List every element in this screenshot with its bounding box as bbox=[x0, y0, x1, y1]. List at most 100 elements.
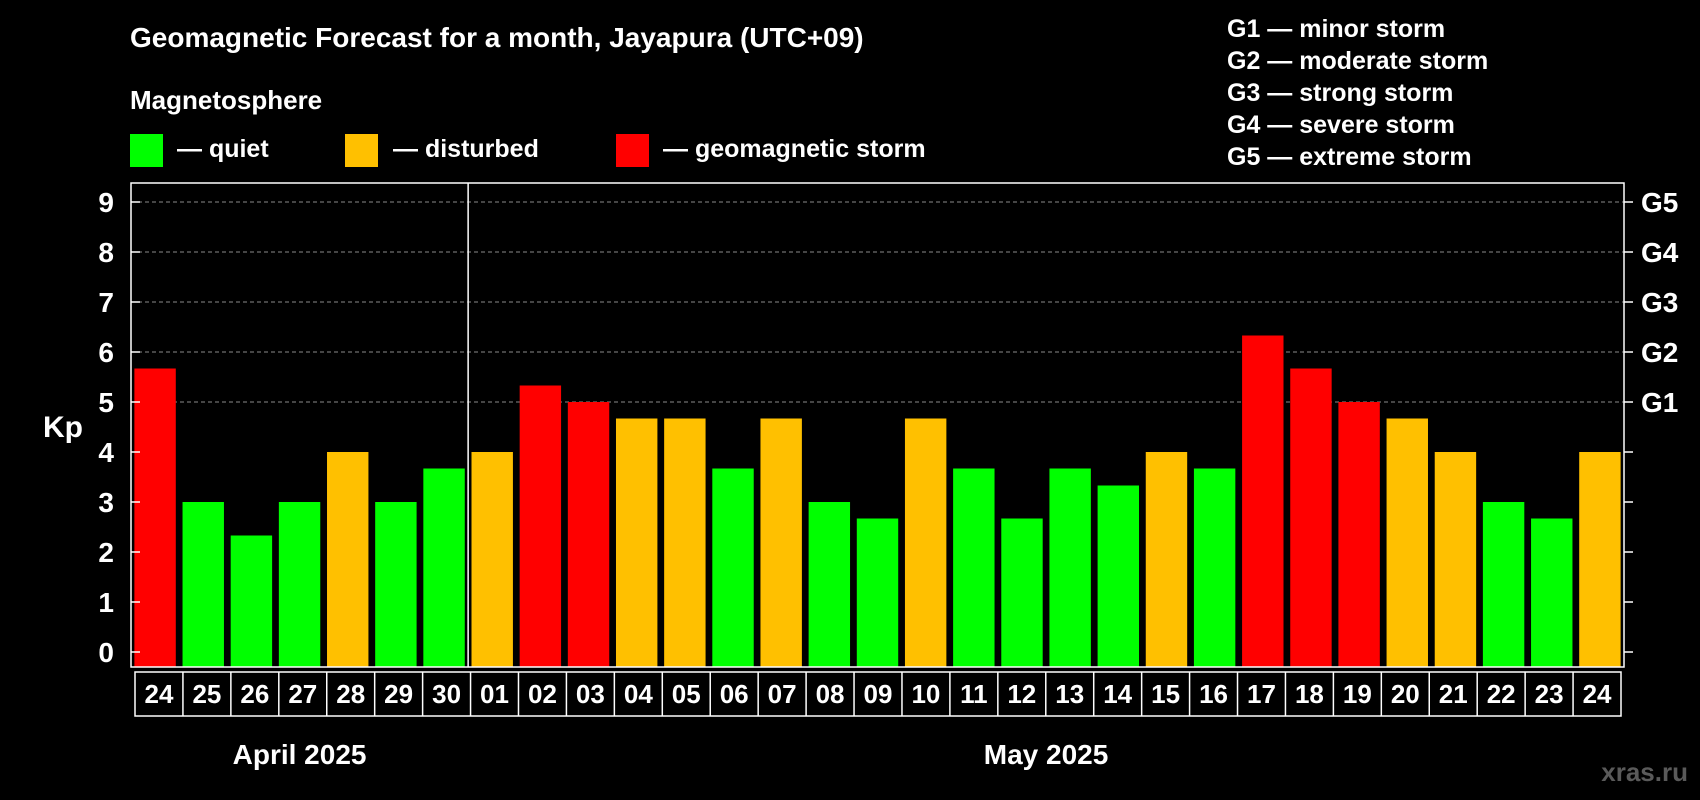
bar-quiet bbox=[1531, 518, 1573, 667]
storm-scale-g2: G2 — moderate storm bbox=[1227, 47, 1488, 75]
y-tick-label: 9 bbox=[98, 187, 114, 218]
x-tick-label: 04 bbox=[624, 679, 653, 709]
g-scale-label: G1 bbox=[1641, 387, 1678, 418]
x-tick-label: 28 bbox=[336, 679, 365, 709]
x-tick-label: 02 bbox=[528, 679, 557, 709]
chart-title: Geomagnetic Forecast for a month, Jayapu… bbox=[130, 22, 864, 53]
y-tick-label: 0 bbox=[98, 637, 114, 668]
y-tick-label: 3 bbox=[98, 487, 114, 518]
x-tick-label: 07 bbox=[768, 679, 797, 709]
legend-label-disturbed: — disturbed bbox=[393, 135, 539, 163]
storm-scale-g3: G3 — strong storm bbox=[1227, 79, 1453, 107]
month-label: May 2025 bbox=[984, 739, 1109, 770]
bar-quiet bbox=[808, 502, 851, 667]
bar-disturbed bbox=[664, 418, 706, 667]
bar-quiet bbox=[1193, 468, 1236, 667]
y-tick-label: 6 bbox=[98, 337, 114, 368]
bar-storm bbox=[519, 385, 562, 667]
x-tick-label: 26 bbox=[240, 679, 269, 709]
bar-quiet bbox=[953, 468, 995, 667]
y-axis-label: Kp bbox=[43, 411, 83, 444]
bar-quiet bbox=[1001, 518, 1043, 667]
bar-disturbed bbox=[327, 452, 369, 667]
x-tick-label: 24 bbox=[1583, 679, 1612, 709]
month-labels: April 2025 May 2025 bbox=[233, 739, 1109, 770]
bar-quiet bbox=[423, 468, 465, 667]
x-tick-label: 15 bbox=[1151, 679, 1180, 709]
x-tick-label: 13 bbox=[1055, 679, 1084, 709]
bar-quiet bbox=[856, 518, 899, 667]
bar-storm bbox=[1290, 368, 1332, 667]
bar-quiet bbox=[278, 502, 321, 667]
bar-disturbed bbox=[760, 418, 802, 667]
x-tick-label: 24 bbox=[145, 679, 174, 709]
legend-heading: Magnetosphere bbox=[130, 85, 322, 115]
month-label: April 2025 bbox=[233, 739, 367, 770]
x-tick-label: 27 bbox=[288, 679, 317, 709]
bar-storm bbox=[1242, 335, 1284, 667]
g-scale-label: G4 bbox=[1641, 237, 1679, 268]
storm-scale-g1: G1 — minor storm bbox=[1227, 15, 1445, 43]
bar-disturbed bbox=[1434, 452, 1477, 667]
x-tick-label: 14 bbox=[1103, 679, 1132, 709]
x-tick-label: 25 bbox=[192, 679, 221, 709]
x-tick-label: 29 bbox=[384, 679, 413, 709]
plot-frame bbox=[130, 182, 1625, 668]
y-tick-label: 1 bbox=[98, 587, 114, 618]
bar-disturbed bbox=[1386, 418, 1428, 667]
legend-swatch-storm bbox=[616, 134, 649, 167]
legend-label-quiet: — quiet bbox=[177, 135, 269, 163]
storm-scale-g5: G5 — extreme storm bbox=[1227, 143, 1472, 171]
bar-disturbed bbox=[471, 452, 513, 667]
legend-swatch-quiet bbox=[130, 134, 163, 167]
storm-scale-g4: G4 — severe storm bbox=[1227, 111, 1455, 139]
y-tick-label: 5 bbox=[98, 387, 114, 418]
bar-quiet bbox=[1049, 468, 1091, 667]
bar-storm bbox=[1338, 402, 1380, 667]
y-tick-label: 8 bbox=[98, 237, 114, 268]
x-tick-label: 06 bbox=[720, 679, 749, 709]
y-tick-label: 7 bbox=[98, 287, 114, 318]
x-tick-label: 18 bbox=[1295, 679, 1324, 709]
bar-disturbed bbox=[1579, 452, 1621, 667]
g-scale-label: G3 bbox=[1641, 287, 1678, 318]
bar-quiet bbox=[230, 535, 273, 667]
legend-swatch-disturbed bbox=[345, 134, 378, 167]
bar-storm bbox=[567, 402, 610, 667]
day-label-frame bbox=[134, 671, 1622, 717]
x-tick-label: 01 bbox=[480, 679, 509, 709]
g-scale-label: G2 bbox=[1641, 337, 1678, 368]
x-tick-label: 22 bbox=[1487, 679, 1516, 709]
x-tick-label: 30 bbox=[432, 679, 461, 709]
x-tick-label: 23 bbox=[1535, 679, 1564, 709]
watermark: xras.ru bbox=[1601, 757, 1688, 787]
g-scale-label: G5 bbox=[1641, 187, 1678, 218]
storm-scale-legend: G1 — minor storm G2 — moderate storm G3 … bbox=[1227, 15, 1488, 171]
x-tick-label: 16 bbox=[1199, 679, 1228, 709]
x-tick-label: 03 bbox=[576, 679, 605, 709]
bar-storm bbox=[134, 368, 176, 667]
bar-disturbed bbox=[615, 418, 658, 667]
x-tick-label: 09 bbox=[864, 679, 893, 709]
bars bbox=[134, 335, 1621, 667]
axes: 0 1 2 3 4 5 6 7 8 9 G1 G2 G3 G4 G5 bbox=[98, 182, 1679, 668]
bar-quiet bbox=[1097, 485, 1140, 667]
x-tick-label: 08 bbox=[816, 679, 845, 709]
x-tick-label: 17 bbox=[1247, 679, 1276, 709]
y-tick-label: 4 bbox=[98, 437, 114, 468]
legend: — quiet — disturbed — geomagnetic storm bbox=[130, 134, 926, 167]
x-tick-label: 21 bbox=[1439, 679, 1468, 709]
x-tick-label: 20 bbox=[1391, 679, 1420, 709]
bar-quiet bbox=[712, 468, 754, 667]
bar-disturbed bbox=[1145, 452, 1188, 667]
day-labels: 24 25 26 27 28 29 30 01 02 03 04 05 06 07 08 09 10 11 12 13… bbox=[134, 671, 1622, 717]
bar-disturbed bbox=[904, 418, 947, 667]
x-tick-label: 19 bbox=[1343, 679, 1372, 709]
x-tick-label: 12 bbox=[1007, 679, 1036, 709]
legend-label-storm: — geomagnetic storm bbox=[663, 135, 926, 163]
bar-quiet bbox=[182, 502, 224, 667]
bar-quiet bbox=[1482, 502, 1525, 667]
x-tick-label: 11 bbox=[960, 679, 988, 709]
x-tick-label: 10 bbox=[911, 679, 940, 709]
